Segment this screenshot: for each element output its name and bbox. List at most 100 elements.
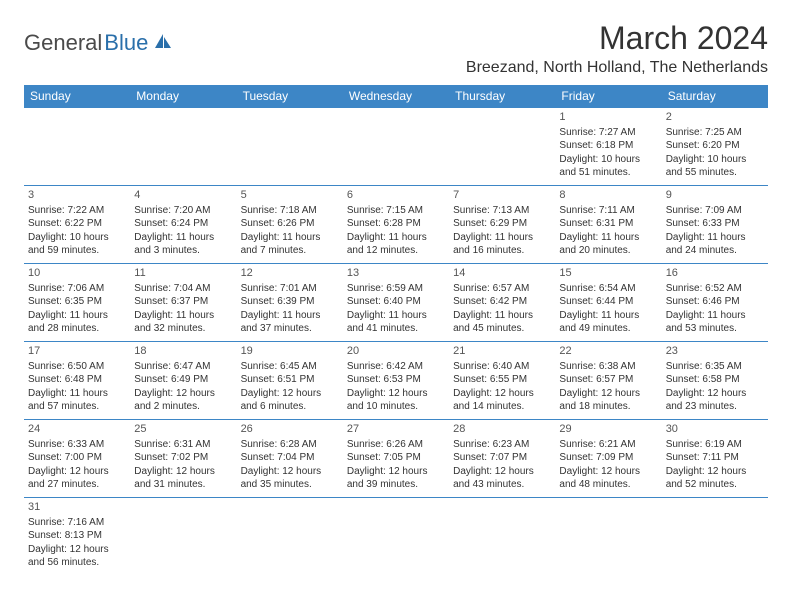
calendar-cell: 24Sunrise: 6:33 AMSunset: 7:00 PMDayligh… <box>24 420 130 498</box>
sunrise-text: Sunrise: 7:18 AM <box>241 204 339 218</box>
calendar-cell: 2Sunrise: 7:25 AMSunset: 6:20 PMDaylight… <box>662 108 768 186</box>
daylight-text: and 32 minutes. <box>134 322 232 336</box>
sunrise-text: Sunrise: 7:22 AM <box>28 204 126 218</box>
sunrise-text: Sunrise: 6:38 AM <box>559 360 657 374</box>
sunset-text: Sunset: 7:04 PM <box>241 451 339 465</box>
daylight-text: Daylight: 11 hours <box>559 231 657 245</box>
daylight-text: Daylight: 11 hours <box>347 309 445 323</box>
day-number: 9 <box>666 188 764 203</box>
daylight-text: and 3 minutes. <box>134 244 232 258</box>
daylight-text: Daylight: 12 hours <box>28 543 126 557</box>
sunset-text: Sunset: 6:26 PM <box>241 217 339 231</box>
sunrise-text: Sunrise: 6:42 AM <box>347 360 445 374</box>
sunrise-text: Sunrise: 6:50 AM <box>28 360 126 374</box>
calendar-week: 3Sunrise: 7:22 AMSunset: 6:22 PM Daylight… <box>24 186 768 264</box>
daylight-text: Daylight: 11 hours <box>134 231 232 245</box>
sunset-text: Sunset: 6:55 PM <box>453 373 551 387</box>
day-number: 22 <box>559 344 657 359</box>
sunset-text: Sunset: 7:00 PM <box>28 451 126 465</box>
daylight-text: Daylight: 12 hours <box>134 387 232 401</box>
sunset-text: Sunset: 7:11 PM <box>666 451 764 465</box>
sunrise-text: Sunrise: 7:20 AM <box>134 204 232 218</box>
day-number: 10 <box>28 266 126 281</box>
sunrise-text: Sunrise: 6:40 AM <box>453 360 551 374</box>
sunrise-text: Sunrise: 6:33 AM <box>28 438 126 452</box>
daylight-text: and 37 minutes. <box>241 322 339 336</box>
day-number: 25 <box>134 422 232 437</box>
daylight-text: Daylight: 12 hours <box>666 387 764 401</box>
daylight-text: and 10 minutes. <box>347 400 445 414</box>
day-header: Friday <box>555 85 661 108</box>
daylight-text: and 16 minutes. <box>453 244 551 258</box>
location: Breezand, North Holland, The Netherlands <box>466 59 768 77</box>
daylight-text: and 20 minutes. <box>559 244 657 258</box>
sunset-text: Sunset: 6:58 PM <box>666 373 764 387</box>
calendar-cell: 11Sunrise: 7:04 AMSunset: 6:37 PMDayligh… <box>130 264 236 342</box>
day-number: 8 <box>559 188 657 203</box>
day-number: 14 <box>453 266 551 281</box>
daylight-text: Daylight: 12 hours <box>453 465 551 479</box>
sunset-text: Sunset: 6:24 PM <box>134 217 232 231</box>
daylight-text: and 45 minutes. <box>453 322 551 336</box>
daylight-text: Daylight: 12 hours <box>666 465 764 479</box>
sunrise-text: Sunrise: 6:45 AM <box>241 360 339 374</box>
calendar-cell: 1Sunrise: 7:27 AMSunset: 6:18 PMDaylight… <box>555 108 661 186</box>
calendar-week: 24Sunrise: 6:33 AMSunset: 7:00 PMDayligh… <box>24 420 768 498</box>
day-number: 4 <box>134 188 232 203</box>
day-header: Sunday <box>24 85 130 108</box>
calendar-week: 1Sunrise: 7:27 AMSunset: 6:18 PMDaylight… <box>24 108 768 186</box>
logo-word2: Blue <box>104 30 148 56</box>
daylight-text: and 24 minutes. <box>666 244 764 258</box>
day-header: Wednesday <box>343 85 449 108</box>
daylight-text: Daylight: 12 hours <box>241 465 339 479</box>
sunrise-text: Sunrise: 6:26 AM <box>347 438 445 452</box>
calendar-cell <box>237 498 343 576</box>
calendar-cell: 12Sunrise: 7:01 AMSunset: 6:39 PMDayligh… <box>237 264 343 342</box>
calendar-cell: 9Sunrise: 7:09 AMSunset: 6:33 PMDaylight… <box>662 186 768 264</box>
daylight-text: Daylight: 11 hours <box>28 387 126 401</box>
sunrise-text: Sunrise: 7:11 AM <box>559 204 657 218</box>
calendar-cell: 3Sunrise: 7:22 AMSunset: 6:22 PMDaylight… <box>24 186 130 264</box>
daylight-text: Daylight: 11 hours <box>241 309 339 323</box>
sunrise-text: Sunrise: 6:57 AM <box>453 282 551 296</box>
sunset-text: Sunset: 6:49 PM <box>134 373 232 387</box>
day-number: 2 <box>666 110 764 125</box>
calendar-table: SundayMondayTuesdayWednesdayThursdayFrid… <box>24 85 768 576</box>
daylight-text: Daylight: 10 hours <box>559 153 657 167</box>
daylight-text: and 49 minutes. <box>559 322 657 336</box>
sunrise-text: Sunrise: 7:13 AM <box>453 204 551 218</box>
calendar-header: SundayMondayTuesdayWednesdayThursdayFrid… <box>24 85 768 108</box>
daylight-text: and 48 minutes. <box>559 478 657 492</box>
calendar-cell: 20Sunrise: 6:42 AMSunset: 6:53 PMDayligh… <box>343 342 449 420</box>
calendar-cell <box>449 498 555 576</box>
sunset-text: Sunset: 7:09 PM <box>559 451 657 465</box>
daylight-text: Daylight: 12 hours <box>559 465 657 479</box>
daylight-text: and 56 minutes. <box>28 556 126 570</box>
sunset-text: Sunset: 8:13 PM <box>28 529 126 543</box>
calendar-cell: 6Sunrise: 7:15 AMSunset: 6:28 PMDaylight… <box>343 186 449 264</box>
daylight-text: and 28 minutes. <box>28 322 126 336</box>
daylight-text: Daylight: 11 hours <box>453 231 551 245</box>
sunset-text: Sunset: 6:51 PM <box>241 373 339 387</box>
logo: General Blue <box>24 30 173 56</box>
day-number: 20 <box>347 344 445 359</box>
day-number: 3 <box>28 188 126 203</box>
day-number: 6 <box>347 188 445 203</box>
daylight-text: Daylight: 11 hours <box>28 309 126 323</box>
calendar-week: 31Sunrise: 7:16 AMSunset: 8:13 PMDayligh… <box>24 498 768 576</box>
calendar-cell: 16Sunrise: 6:52 AMSunset: 6:46 PMDayligh… <box>662 264 768 342</box>
sunset-text: Sunset: 6:53 PM <box>347 373 445 387</box>
sunset-text: Sunset: 6:33 PM <box>666 217 764 231</box>
calendar-body: 1Sunrise: 7:27 AMSunset: 6:18 PMDaylight… <box>24 108 768 576</box>
daylight-text: Daylight: 12 hours <box>347 465 445 479</box>
title-block: March 2024 Breezand, North Holland, The … <box>466 20 768 77</box>
calendar-cell: 29Sunrise: 6:21 AMSunset: 7:09 PMDayligh… <box>555 420 661 498</box>
sunset-text: Sunset: 6:22 PM <box>28 217 126 231</box>
daylight-text: and 23 minutes. <box>666 400 764 414</box>
month-title: March 2024 <box>466 20 768 57</box>
sunrise-text: Sunrise: 7:25 AM <box>666 126 764 140</box>
daylight-text: and 2 minutes. <box>134 400 232 414</box>
daylight-text: and 51 minutes. <box>559 166 657 180</box>
calendar-cell: 4Sunrise: 7:20 AMSunset: 6:24 PMDaylight… <box>130 186 236 264</box>
sunset-text: Sunset: 6:48 PM <box>28 373 126 387</box>
